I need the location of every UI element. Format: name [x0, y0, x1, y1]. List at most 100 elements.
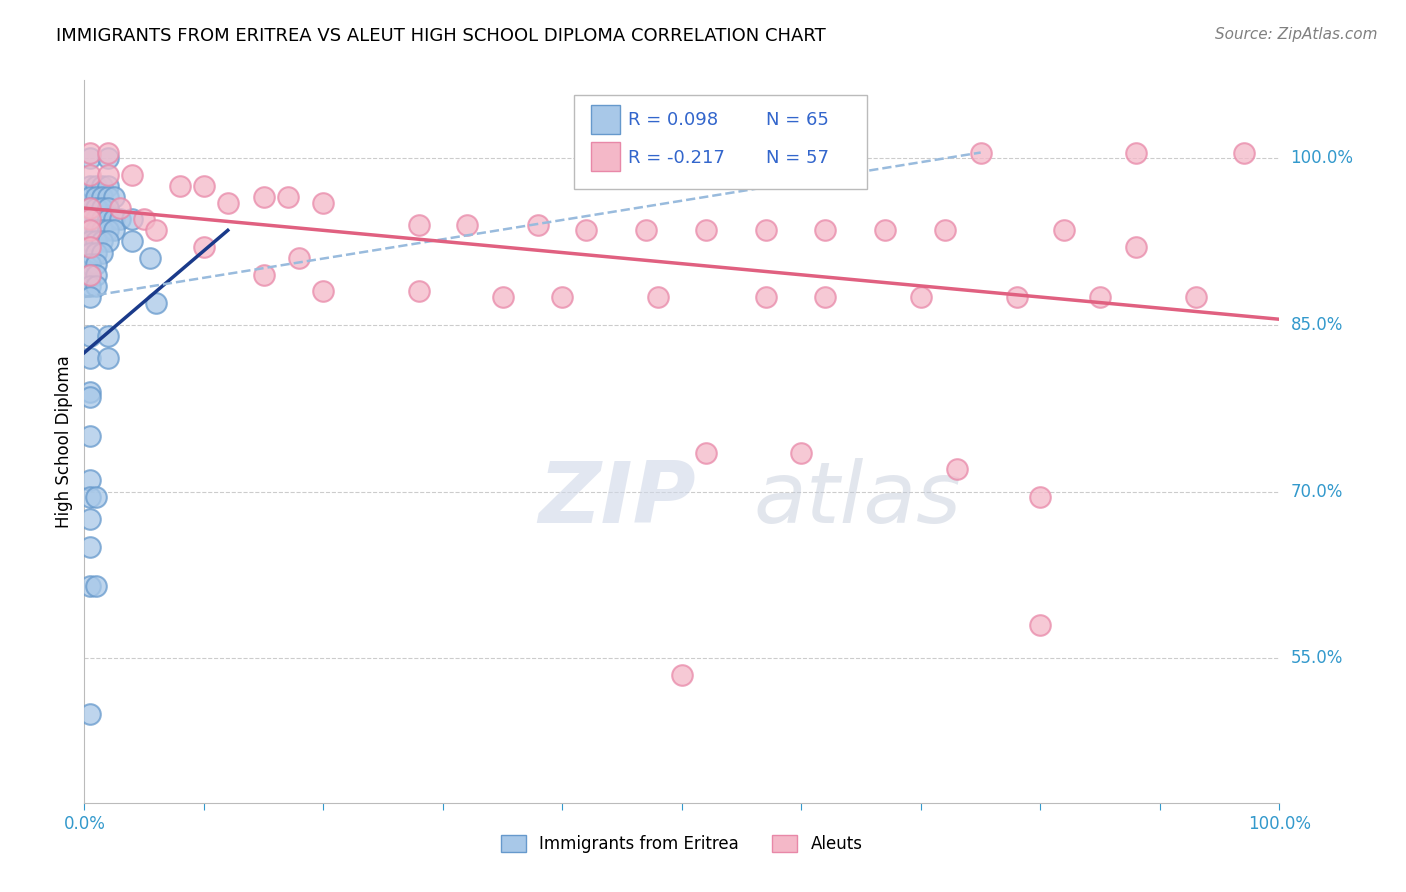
Point: [86, 212, 108, 227]
Point: [121, 235, 143, 249]
Point: [79, 429, 101, 443]
Point: [970, 145, 993, 160]
Point: [79, 201, 101, 215]
Legend: Immigrants from Eritrea, Aleuts: Immigrants from Eritrea, Aleuts: [495, 828, 869, 860]
Text: N = 57: N = 57: [766, 149, 828, 167]
Point: [97, 151, 120, 165]
Text: 85.0%: 85.0%: [1291, 316, 1343, 334]
Point: [79, 268, 101, 282]
Point: [97, 223, 120, 237]
Point: [121, 168, 143, 182]
Point: [79, 268, 101, 282]
Point: [79, 240, 101, 254]
Point: [121, 212, 143, 227]
Point: [97, 168, 120, 182]
Point: [875, 223, 897, 237]
Point: [79, 706, 101, 721]
Point: [139, 251, 162, 265]
Point: [79, 235, 101, 249]
Point: [456, 218, 478, 232]
Point: [1029, 490, 1052, 504]
Point: [910, 290, 932, 304]
Point: [79, 168, 101, 182]
Point: [79, 390, 101, 404]
Point: [103, 223, 125, 237]
Point: [79, 178, 101, 193]
FancyBboxPatch shape: [591, 143, 620, 171]
Point: [814, 290, 837, 304]
Point: [1053, 223, 1076, 237]
Point: [79, 351, 101, 366]
Point: [97, 145, 120, 160]
Point: [86, 268, 108, 282]
Point: [814, 145, 837, 160]
Point: [408, 218, 430, 232]
Point: [492, 290, 515, 304]
Point: [575, 223, 598, 237]
Y-axis label: High School Diploma: High School Diploma: [55, 355, 73, 528]
Point: [1090, 290, 1112, 304]
Point: [86, 223, 108, 237]
Point: [91, 190, 114, 204]
Point: [312, 195, 335, 210]
Point: [755, 290, 778, 304]
Point: [110, 212, 132, 227]
Point: [86, 257, 108, 271]
Point: [755, 223, 778, 237]
Point: [79, 512, 101, 526]
Point: [97, 201, 120, 215]
Text: N = 65: N = 65: [766, 111, 828, 129]
Point: [814, 223, 837, 237]
Point: [79, 190, 101, 204]
Point: [695, 223, 717, 237]
Point: [91, 235, 114, 249]
Point: [79, 212, 101, 227]
Point: [86, 178, 108, 193]
Point: [1185, 290, 1208, 304]
Point: [1005, 290, 1028, 304]
Point: [79, 223, 101, 237]
Point: [86, 279, 108, 293]
Point: [79, 212, 101, 227]
Point: [97, 235, 120, 249]
Point: [253, 268, 276, 282]
Point: [103, 212, 125, 227]
Point: [790, 445, 813, 459]
FancyBboxPatch shape: [575, 95, 868, 189]
Point: [946, 462, 969, 476]
Point: [86, 235, 108, 249]
Point: [408, 285, 430, 299]
Point: [79, 223, 101, 237]
Text: atlas: atlas: [754, 458, 962, 541]
Point: [312, 285, 335, 299]
FancyBboxPatch shape: [591, 105, 620, 134]
Point: [79, 490, 101, 504]
Point: [91, 201, 114, 215]
Point: [193, 240, 215, 254]
Point: [86, 490, 108, 504]
Point: [1233, 145, 1256, 160]
Point: [527, 218, 550, 232]
Point: [91, 245, 114, 260]
Point: [91, 178, 114, 193]
Point: [86, 245, 108, 260]
Point: [145, 223, 167, 237]
Text: 55.0%: 55.0%: [1291, 649, 1343, 667]
Text: IMMIGRANTS FROM ERITREA VS ALEUT HIGH SCHOOL DIPLOMA CORRELATION CHART: IMMIGRANTS FROM ERITREA VS ALEUT HIGH SC…: [56, 27, 825, 45]
Point: [79, 245, 101, 260]
Point: [217, 195, 239, 210]
Point: [97, 178, 120, 193]
Point: [103, 190, 125, 204]
Point: [636, 223, 658, 237]
Point: [91, 212, 114, 227]
Point: [79, 384, 101, 399]
Point: [79, 579, 101, 593]
Text: ZIP: ZIP: [538, 458, 696, 541]
Point: [79, 279, 101, 293]
Text: 100.0%: 100.0%: [1291, 149, 1354, 167]
Point: [934, 223, 956, 237]
Point: [97, 190, 120, 204]
Point: [79, 329, 101, 343]
Point: [288, 251, 311, 265]
Point: [79, 257, 101, 271]
